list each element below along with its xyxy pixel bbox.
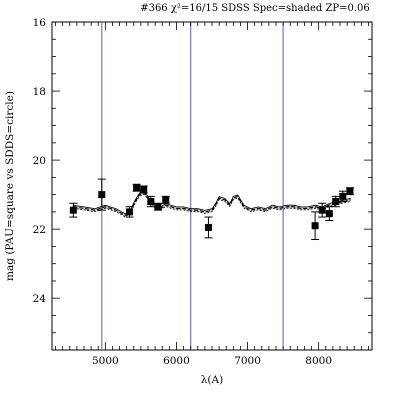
y-axis-label: mag (PAU=square vs SDDS=circle) (4, 91, 16, 281)
x-tick-label: 7000 (234, 355, 261, 367)
chart-title: #366 χ²=16/15 SDSS Spec=shaded ZP=0.06 (140, 3, 370, 14)
x-tick-label: 8000 (305, 355, 332, 367)
data-points (69, 178, 354, 241)
x-axis-ticks: 5000 6000 7000 8000 (55, 22, 369, 367)
data-point (154, 203, 162, 211)
data-point (133, 184, 141, 192)
data-point (69, 206, 77, 214)
y-tick-label: 20 (33, 155, 46, 167)
y-axis-ticks: 16 18 20 22 24 (33, 17, 372, 351)
data-point (325, 210, 333, 218)
data-point (204, 223, 212, 231)
x-axis-label: λ(A) (201, 374, 223, 386)
data-point (162, 196, 170, 204)
y-tick-label: 18 (33, 86, 46, 98)
x-tick-label: 6000 (163, 355, 190, 367)
y-tick-label: 22 (33, 224, 46, 236)
data-point (339, 192, 347, 200)
spectrum-lower-edge (73, 193, 351, 218)
data-point (98, 191, 106, 199)
spectrum-upper-edge (73, 190, 351, 215)
plot-frame (51, 21, 373, 351)
spectrum (73, 190, 351, 218)
data-point (126, 208, 134, 216)
data-point (140, 185, 148, 193)
spectrum-line (73, 192, 351, 216)
x-tick-label: 5000 (92, 355, 119, 367)
data-point (311, 222, 319, 230)
y-tick-label: 24 (33, 293, 47, 305)
spectrum-shade (73, 191, 351, 217)
data-point (332, 198, 340, 206)
vertical-lines (101, 22, 284, 350)
data-point (318, 206, 326, 214)
data-point (147, 198, 155, 206)
y-tick-label: 16 (33, 17, 47, 29)
data-point (346, 187, 354, 195)
